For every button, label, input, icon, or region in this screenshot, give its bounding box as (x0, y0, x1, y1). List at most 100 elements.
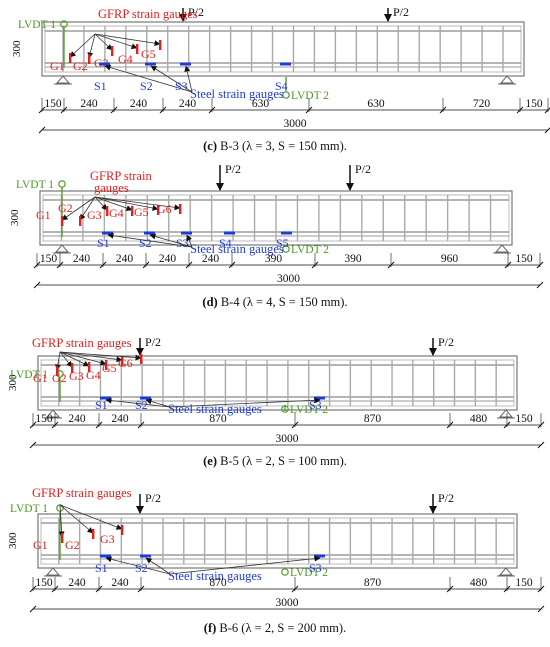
steel-title: Steel strain gauges (168, 569, 262, 583)
support-triangle (54, 244, 70, 253)
load-label: P/2 (355, 162, 371, 176)
dimension-value: 240 (111, 577, 129, 589)
gfrp-gauge-mark (121, 525, 124, 535)
steel-gauge-label: S3 (176, 236, 189, 250)
pin-support (54, 75, 72, 85)
dimension-value: 480 (470, 577, 488, 589)
steel-gauge-mark (140, 554, 151, 558)
steel-gauge-label: S3 (175, 79, 188, 93)
gfrp-gauge-label: G2 (73, 59, 88, 73)
gfrp-gauge-label: G4 (86, 368, 101, 382)
roller-support (497, 567, 515, 577)
gfrp-leader (94, 33, 138, 50)
lvdt2-icon (282, 91, 290, 99)
dimension-value: 240 (159, 253, 177, 265)
dimension-value: 150 (515, 577, 533, 589)
steel-leader (145, 398, 171, 408)
lvdt2-icon (282, 245, 290, 253)
dimension-value: 960 (441, 253, 459, 265)
roller-support (493, 244, 511, 254)
gfrp-gauge-label: G6 (157, 202, 172, 216)
steel-gauge-label: S2 (140, 79, 153, 93)
total-dimension-tick (544, 127, 550, 134)
support-triangle (55, 75, 71, 84)
dimension-value: 240 (179, 98, 197, 110)
load-label: P/2 (438, 491, 454, 505)
support-triangle (494, 244, 510, 253)
gfrp-leader (94, 196, 181, 211)
gfrp-gauge-label: G6 (118, 356, 133, 370)
total-dimension-tick (536, 281, 544, 289)
steel-leader (186, 234, 193, 248)
total-dimension-tick (33, 281, 41, 289)
steel-title: Steel strain gauges (190, 87, 284, 101)
dimension-value: 720 (473, 98, 491, 110)
gfrp-gauge-label: G1 (50, 59, 65, 73)
steel-gauge-label: S2 (135, 561, 148, 575)
gfrp-gauge-mark (111, 46, 114, 56)
lvdt1-icon (58, 180, 66, 188)
gfrp-gauge-mark (106, 206, 109, 216)
gfrp-leader (94, 196, 133, 212)
gfrp-gauge-mark (61, 216, 64, 226)
gfrp-gauge-mark (88, 54, 91, 64)
support-triangle (498, 567, 514, 576)
total-dimension-value: 3000 (276, 597, 299, 609)
steel-gauge-label: S4 (219, 236, 232, 250)
steel-gauge-label: S1 (95, 398, 108, 412)
caption: (f) B-6 (λ = 2, S = 200 mm). (204, 621, 346, 635)
total-dimension-tick (537, 441, 545, 449)
gfrp-leader (59, 504, 94, 534)
lvdt2-label: LVDT 2 (291, 244, 329, 256)
dimension-value: 870 (364, 577, 382, 589)
total-dimension-tick (29, 605, 37, 613)
steel-gauge-label: S1 (94, 79, 107, 93)
gfrp-gauge-label: G4 (109, 206, 124, 220)
caption: (c) B-3 (λ = 3, S = 150 mm). (203, 139, 347, 153)
pin-support (44, 409, 62, 419)
steel-gauge-mark (144, 231, 155, 235)
pin-support (44, 567, 62, 577)
steel-leader (169, 397, 321, 408)
gfrp-gauge-label: G2 (58, 201, 73, 215)
dimension-value: 630 (367, 98, 385, 110)
steel-gauge-label: S4 (275, 79, 288, 93)
caption-letter: (d) (202, 295, 217, 309)
dimension-value: 240 (68, 577, 86, 589)
steel-leader (104, 64, 193, 93)
lvdt2-icon (281, 405, 289, 413)
steel-gauge-mark (180, 62, 191, 66)
dimension-value: 870 (209, 413, 227, 425)
height-label: 300 (7, 532, 19, 549)
gfrp-leader (79, 196, 96, 221)
steel-leader (150, 65, 193, 93)
dimension-value: 240 (130, 98, 148, 110)
height-label: 300 (9, 209, 21, 226)
dimension-value: 150 (35, 413, 53, 425)
steel-leader (107, 232, 193, 248)
steel-gauge-mark (100, 396, 111, 400)
caption-text: B-4 (λ = 4, S = 150 mm). (221, 295, 348, 309)
dimension-value: 390 (344, 253, 362, 265)
caption: (d) B-4 (λ = 4, S = 150 mm). (202, 295, 347, 309)
roller-support (498, 75, 516, 85)
steel-gauge-mark (100, 554, 111, 558)
steel-gauge-label: S1 (95, 561, 108, 575)
steel-gauge-mark (145, 62, 156, 66)
support-triangle (498, 409, 514, 418)
gfrp-leader (59, 351, 90, 367)
beam-cover-line (44, 25, 522, 73)
steel-gauge-mark (314, 554, 325, 558)
steel-gauge-label: S3 (309, 561, 322, 575)
dimension-value: 150 (44, 98, 62, 110)
gfrp-gauge-label: G4 (118, 52, 133, 66)
gfrp-gauge-label: G3 (87, 208, 102, 222)
lvdt1-label: LVDT 1 (16, 179, 54, 191)
gfrp-title: GFRP strain gauges (32, 486, 132, 500)
gfrp-leader (59, 351, 123, 363)
steel-gauge-label: S2 (135, 398, 148, 412)
height-label: 300 (7, 374, 19, 391)
load-label: P/2 (393, 5, 409, 19)
gfrp-gauge-mark (121, 356, 124, 366)
